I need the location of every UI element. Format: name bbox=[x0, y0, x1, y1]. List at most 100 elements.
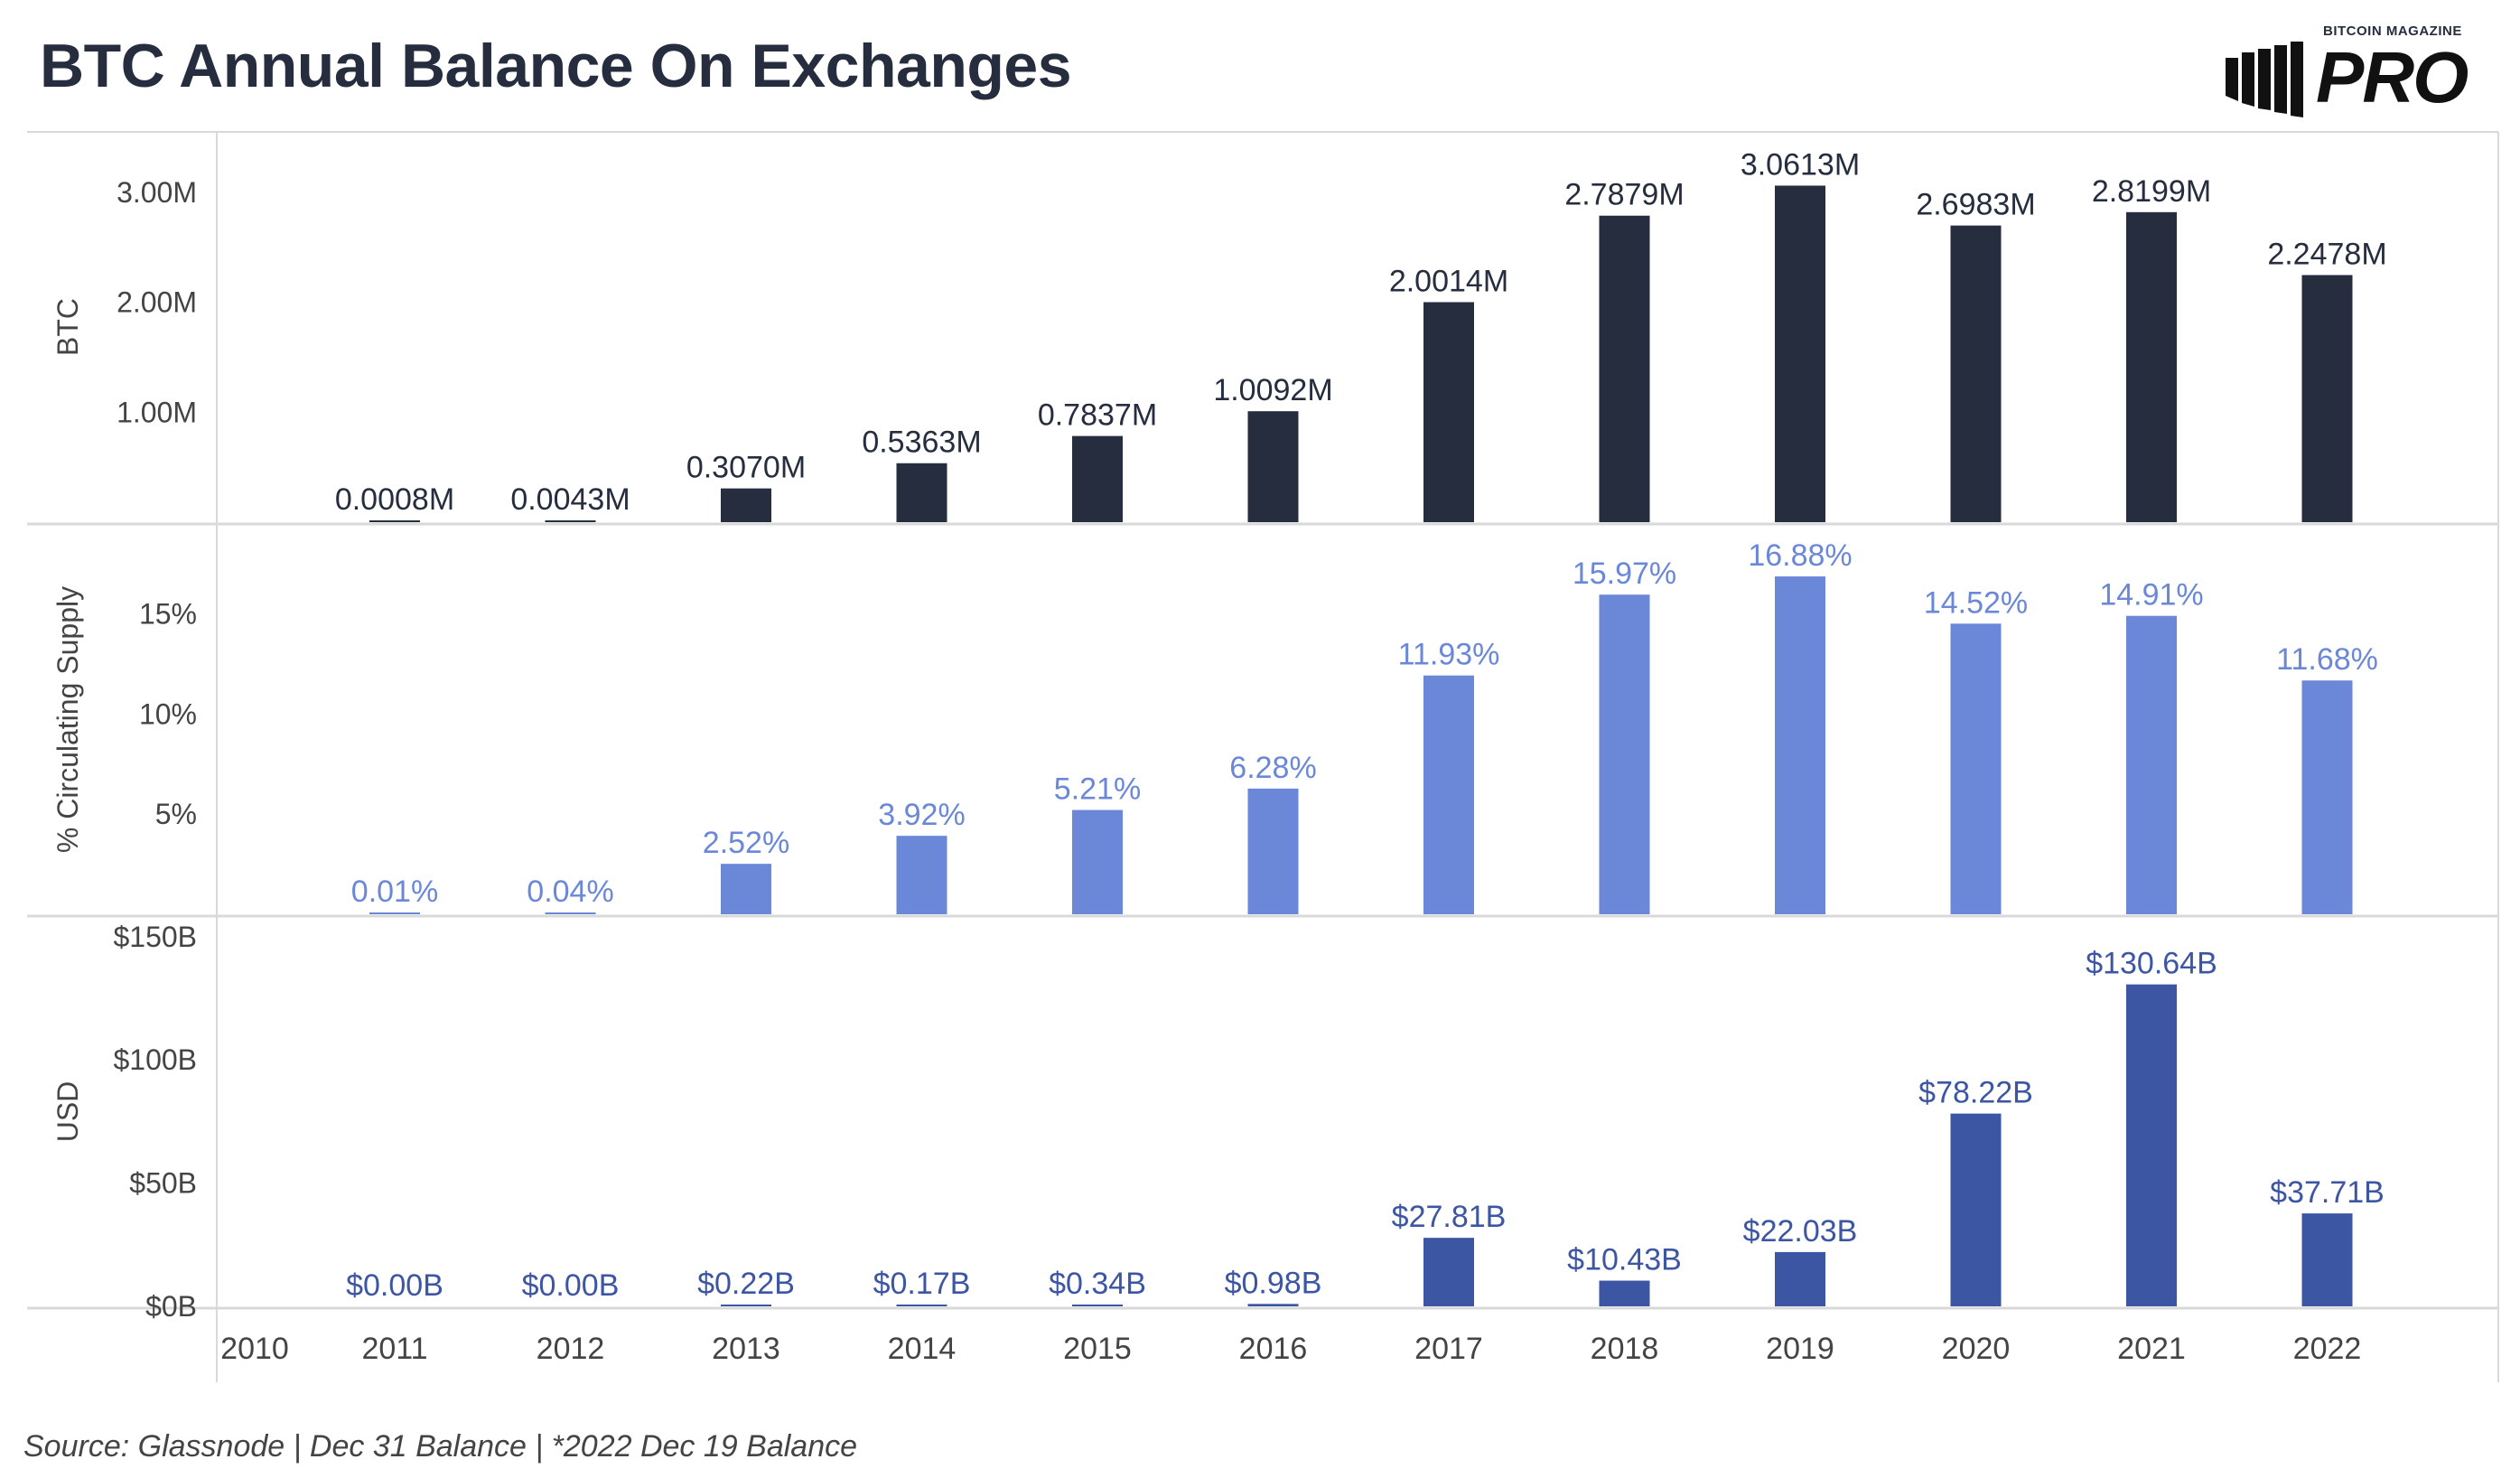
bar-pct-2022 bbox=[2301, 680, 2353, 914]
data-label-pct-2013: 2.52% bbox=[703, 826, 789, 860]
bar-pct-2021 bbox=[2126, 615, 2177, 914]
data-label-pct-2016: 6.28% bbox=[1229, 751, 1316, 785]
bar-btc-2018 bbox=[1599, 215, 1650, 522]
bar-btc-2015 bbox=[1072, 435, 1123, 522]
data-label-btc-2018: 2.7879M bbox=[1564, 178, 1684, 212]
bar-pct-2013 bbox=[721, 864, 771, 914]
bar-btc-2013 bbox=[721, 488, 771, 522]
y-tick-label-btc: 2.00M bbox=[117, 286, 197, 319]
data-label-btc-2020: 2.6983M bbox=[1916, 188, 2035, 222]
bar-usd-2020 bbox=[1950, 1113, 2002, 1306]
data-label-btc-2021: 2.8199M bbox=[2092, 174, 2211, 209]
data-label-usd-2017: $27.81B bbox=[1392, 1200, 1507, 1234]
x-tick-label: 2010 bbox=[220, 1332, 289, 1366]
bar-btc-2011 bbox=[369, 520, 420, 522]
bar-btc-2017 bbox=[1423, 302, 1474, 522]
source-note: Source: Glassnode | Dec 31 Balance | *20… bbox=[23, 1429, 858, 1464]
data-label-btc-2015: 0.7837M bbox=[1038, 398, 1157, 433]
bar-usd-2022 bbox=[2301, 1213, 2353, 1306]
bar-pct-2018 bbox=[1599, 594, 1650, 914]
data-label-usd-2011: $0.00B bbox=[346, 1268, 443, 1303]
data-label-usd-2020: $78.22B bbox=[1918, 1076, 2033, 1110]
data-label-pct-2017: 11.93% bbox=[1398, 638, 1500, 672]
bar-btc-2020 bbox=[1950, 225, 2002, 522]
chart-title: BTC Annual Balance On Exchanges bbox=[40, 32, 1072, 100]
data-label-pct-2018: 15.97% bbox=[1573, 557, 1676, 591]
bar-pct-2014 bbox=[896, 836, 947, 914]
x-tick-label: 2015 bbox=[1063, 1332, 1132, 1366]
data-label-usd-2021: $130.64B bbox=[2086, 947, 2217, 981]
data-label-usd-2016: $0.98B bbox=[1225, 1266, 1322, 1300]
bar-usd-2014 bbox=[896, 1305, 947, 1306]
y-axis-label-usd: USD bbox=[51, 1081, 84, 1143]
x-tick-label: 2019 bbox=[1766, 1332, 1834, 1366]
data-label-pct-2020: 14.52% bbox=[1924, 585, 2028, 620]
data-label-pct-2012: 0.04% bbox=[527, 875, 613, 909]
data-label-btc-2019: 3.0613M bbox=[1741, 147, 1860, 182]
data-label-usd-2012: $0.00B bbox=[522, 1268, 620, 1303]
data-label-btc-2011: 0.0008M bbox=[335, 482, 454, 517]
bar-btc-2021 bbox=[2126, 211, 2177, 522]
logo-big-text: PRO bbox=[2316, 37, 2469, 117]
bar-pct-2012 bbox=[545, 912, 596, 914]
data-label-pct-2011: 0.01% bbox=[351, 875, 438, 909]
x-tick-label: 2017 bbox=[1414, 1332, 1483, 1366]
data-label-usd-2018: $10.43B bbox=[1567, 1243, 1682, 1277]
logo-small-text: BITCOIN MAGAZINE bbox=[2323, 23, 2462, 39]
y-tick-label-usd: $0B bbox=[145, 1290, 197, 1323]
x-tick-label: 2018 bbox=[1591, 1332, 1659, 1366]
data-label-usd-2015: $0.34B bbox=[1049, 1267, 1146, 1301]
x-tick-label: 2021 bbox=[2117, 1332, 2186, 1366]
bar-pct-2020 bbox=[1950, 623, 2002, 914]
y-tick-label-btc: 1.00M bbox=[117, 396, 197, 428]
y-tick-label-usd: $50B bbox=[129, 1167, 197, 1200]
x-tick-label: 2013 bbox=[712, 1332, 780, 1366]
bar-btc-2012 bbox=[545, 520, 596, 522]
data-label-btc-2012: 0.0043M bbox=[510, 482, 630, 517]
logo-bars-icon bbox=[2226, 42, 2303, 117]
bar-usd-2013 bbox=[721, 1305, 771, 1306]
data-label-btc-2014: 0.5363M bbox=[862, 426, 981, 460]
bar-usd-2017 bbox=[1423, 1238, 1474, 1306]
bar-usd-2016 bbox=[1247, 1304, 1299, 1306]
data-label-pct-2022: 11.68% bbox=[2276, 642, 2378, 677]
data-label-btc-2022: 2.2478M bbox=[2267, 237, 2386, 271]
y-tick-label-btc: 3.00M bbox=[117, 176, 197, 209]
bar-usd-2015 bbox=[1072, 1305, 1123, 1306]
y-tick-label-pct: 15% bbox=[139, 598, 197, 631]
bar-usd-2019 bbox=[1775, 1251, 1825, 1306]
x-tick-label: 2014 bbox=[888, 1332, 957, 1366]
x-tick-label: 2012 bbox=[537, 1332, 605, 1366]
data-label-btc-2013: 0.3070M bbox=[686, 451, 806, 485]
bar-pct-2019 bbox=[1775, 576, 1825, 914]
bar-btc-2016 bbox=[1247, 411, 1299, 522]
y-tick-label-usd: $100B bbox=[113, 1043, 197, 1076]
data-label-usd-2019: $22.03B bbox=[1743, 1214, 1858, 1249]
bar-btc-2014 bbox=[896, 463, 947, 522]
y-axis-label-pct: % Circulating Supply bbox=[51, 586, 84, 853]
y-axis-label-btc: BTC bbox=[51, 298, 84, 356]
data-label-usd-2013: $0.22B bbox=[697, 1267, 795, 1301]
data-label-pct-2015: 5.21% bbox=[1054, 772, 1141, 807]
bitcoin-magazine-pro-logo: BITCOIN MAGAZINE PRO bbox=[2218, 23, 2507, 117]
data-label-btc-2017: 2.0014M bbox=[1389, 264, 1508, 298]
y-tick-label-usd: $150B bbox=[113, 921, 197, 953]
data-label-usd-2014: $0.17B bbox=[873, 1267, 971, 1301]
data-label-pct-2014: 3.92% bbox=[878, 798, 965, 832]
data-label-usd-2022: $37.71B bbox=[2270, 1175, 2385, 1210]
x-tick-label: 2011 bbox=[361, 1332, 427, 1366]
bar-pct-2017 bbox=[1423, 675, 1474, 914]
y-tick-label-pct: 10% bbox=[139, 697, 197, 730]
bar-btc-2022 bbox=[2301, 275, 2353, 522]
x-tick-label: 2022 bbox=[2293, 1332, 2362, 1366]
y-tick-label-pct: 5% bbox=[155, 798, 197, 830]
bar-pct-2015 bbox=[1072, 809, 1123, 914]
bar-btc-2019 bbox=[1775, 185, 1825, 522]
data-label-btc-2016: 1.0092M bbox=[1213, 373, 1332, 407]
bar-pct-2011 bbox=[369, 912, 420, 914]
data-label-pct-2019: 16.88% bbox=[1748, 538, 1852, 573]
bar-pct-2016 bbox=[1247, 788, 1299, 914]
data-label-pct-2021: 14.91% bbox=[2099, 578, 2203, 613]
x-tick-label: 2020 bbox=[1942, 1332, 2011, 1366]
